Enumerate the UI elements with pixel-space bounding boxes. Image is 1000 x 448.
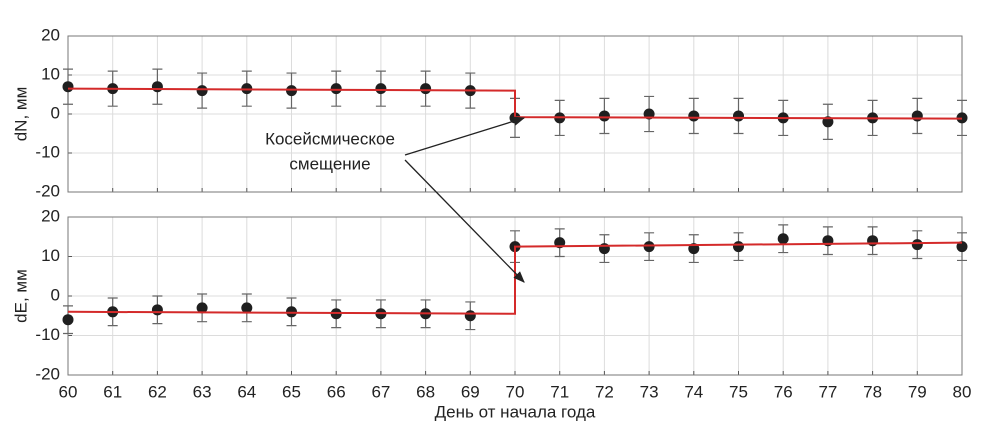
- x-tick-label: 77: [818, 382, 837, 401]
- y-tick-label: 0: [51, 285, 60, 304]
- x-tick-label: 60: [59, 382, 78, 401]
- y-tick-label: 20: [41, 206, 60, 225]
- data-point: [956, 241, 968, 253]
- x-tick-label: 66: [327, 382, 346, 401]
- data-point: [777, 233, 789, 245]
- fit-line: [67, 87, 963, 120]
- data-point: [598, 110, 610, 122]
- annotation-arrows: [404, 116, 526, 283]
- x-tick-label: 78: [863, 382, 882, 401]
- x-axis-label: День от начала года: [435, 402, 596, 421]
- data-point: [733, 241, 744, 253]
- data-point: [151, 304, 163, 316]
- data-point: [330, 83, 342, 95]
- data-point: [911, 239, 923, 251]
- annotation: Косейсмическое: [265, 129, 395, 148]
- data-point: [643, 241, 655, 253]
- x-tick-label: 62: [148, 382, 167, 401]
- x-tick-label: 74: [684, 382, 703, 401]
- x-tick-label: 69: [461, 382, 480, 401]
- x-tick-label: 71: [550, 382, 569, 401]
- x-tick-label: 63: [193, 382, 212, 401]
- data-point: [241, 302, 253, 314]
- data-point: [196, 85, 208, 97]
- data-point: [196, 302, 208, 314]
- x-tick-label: 67: [371, 382, 390, 401]
- y-tick-label: 10: [41, 64, 60, 83]
- y-axis-label: dE, мм: [11, 269, 30, 323]
- data-point: [911, 110, 923, 122]
- data-point: [598, 243, 610, 255]
- arrow: [404, 116, 526, 156]
- x-tick-label: 72: [595, 382, 614, 401]
- data-point: [62, 81, 74, 93]
- data-point: [733, 110, 744, 122]
- y-tick-label: -20: [35, 181, 60, 200]
- x-tick-label: 61: [103, 382, 122, 401]
- data-point: [375, 83, 387, 95]
- data-point: [867, 235, 879, 247]
- y-tick-label: 0: [51, 103, 60, 122]
- x-tick-label: 73: [640, 382, 659, 401]
- x-tick-label: 64: [237, 382, 256, 401]
- y-tick-label: -10: [35, 325, 60, 344]
- plots: -20 -10 0 10 20 dN, мм 60 61 62 63 64 65 66 67 68 69 70 7…: [11, 25, 971, 421]
- x-tick-label: 79: [908, 382, 927, 401]
- data-point: [62, 314, 74, 326]
- y-axis-label: dN, мм: [11, 87, 30, 142]
- y-tick-label: 10: [41, 246, 60, 265]
- x-tick-label: 80: [953, 382, 972, 401]
- data-point: [151, 81, 163, 93]
- plot-frame: [67, 216, 963, 376]
- x-tick-label: 68: [416, 382, 435, 401]
- x-tick-label: 65: [282, 382, 301, 401]
- y-tick-label: 20: [41, 25, 60, 44]
- data-point: [464, 310, 476, 322]
- data-point: [688, 110, 700, 122]
- arrow: [404, 159, 525, 283]
- y-tick-label: -10: [35, 142, 60, 161]
- annotation: смещение: [289, 154, 370, 173]
- x-tick-label: 70: [506, 382, 525, 401]
- data-point: [420, 83, 432, 95]
- x-tick-label: 76: [774, 382, 793, 401]
- y-tick-label: -20: [35, 364, 60, 383]
- x-tick-label: 75: [729, 382, 748, 401]
